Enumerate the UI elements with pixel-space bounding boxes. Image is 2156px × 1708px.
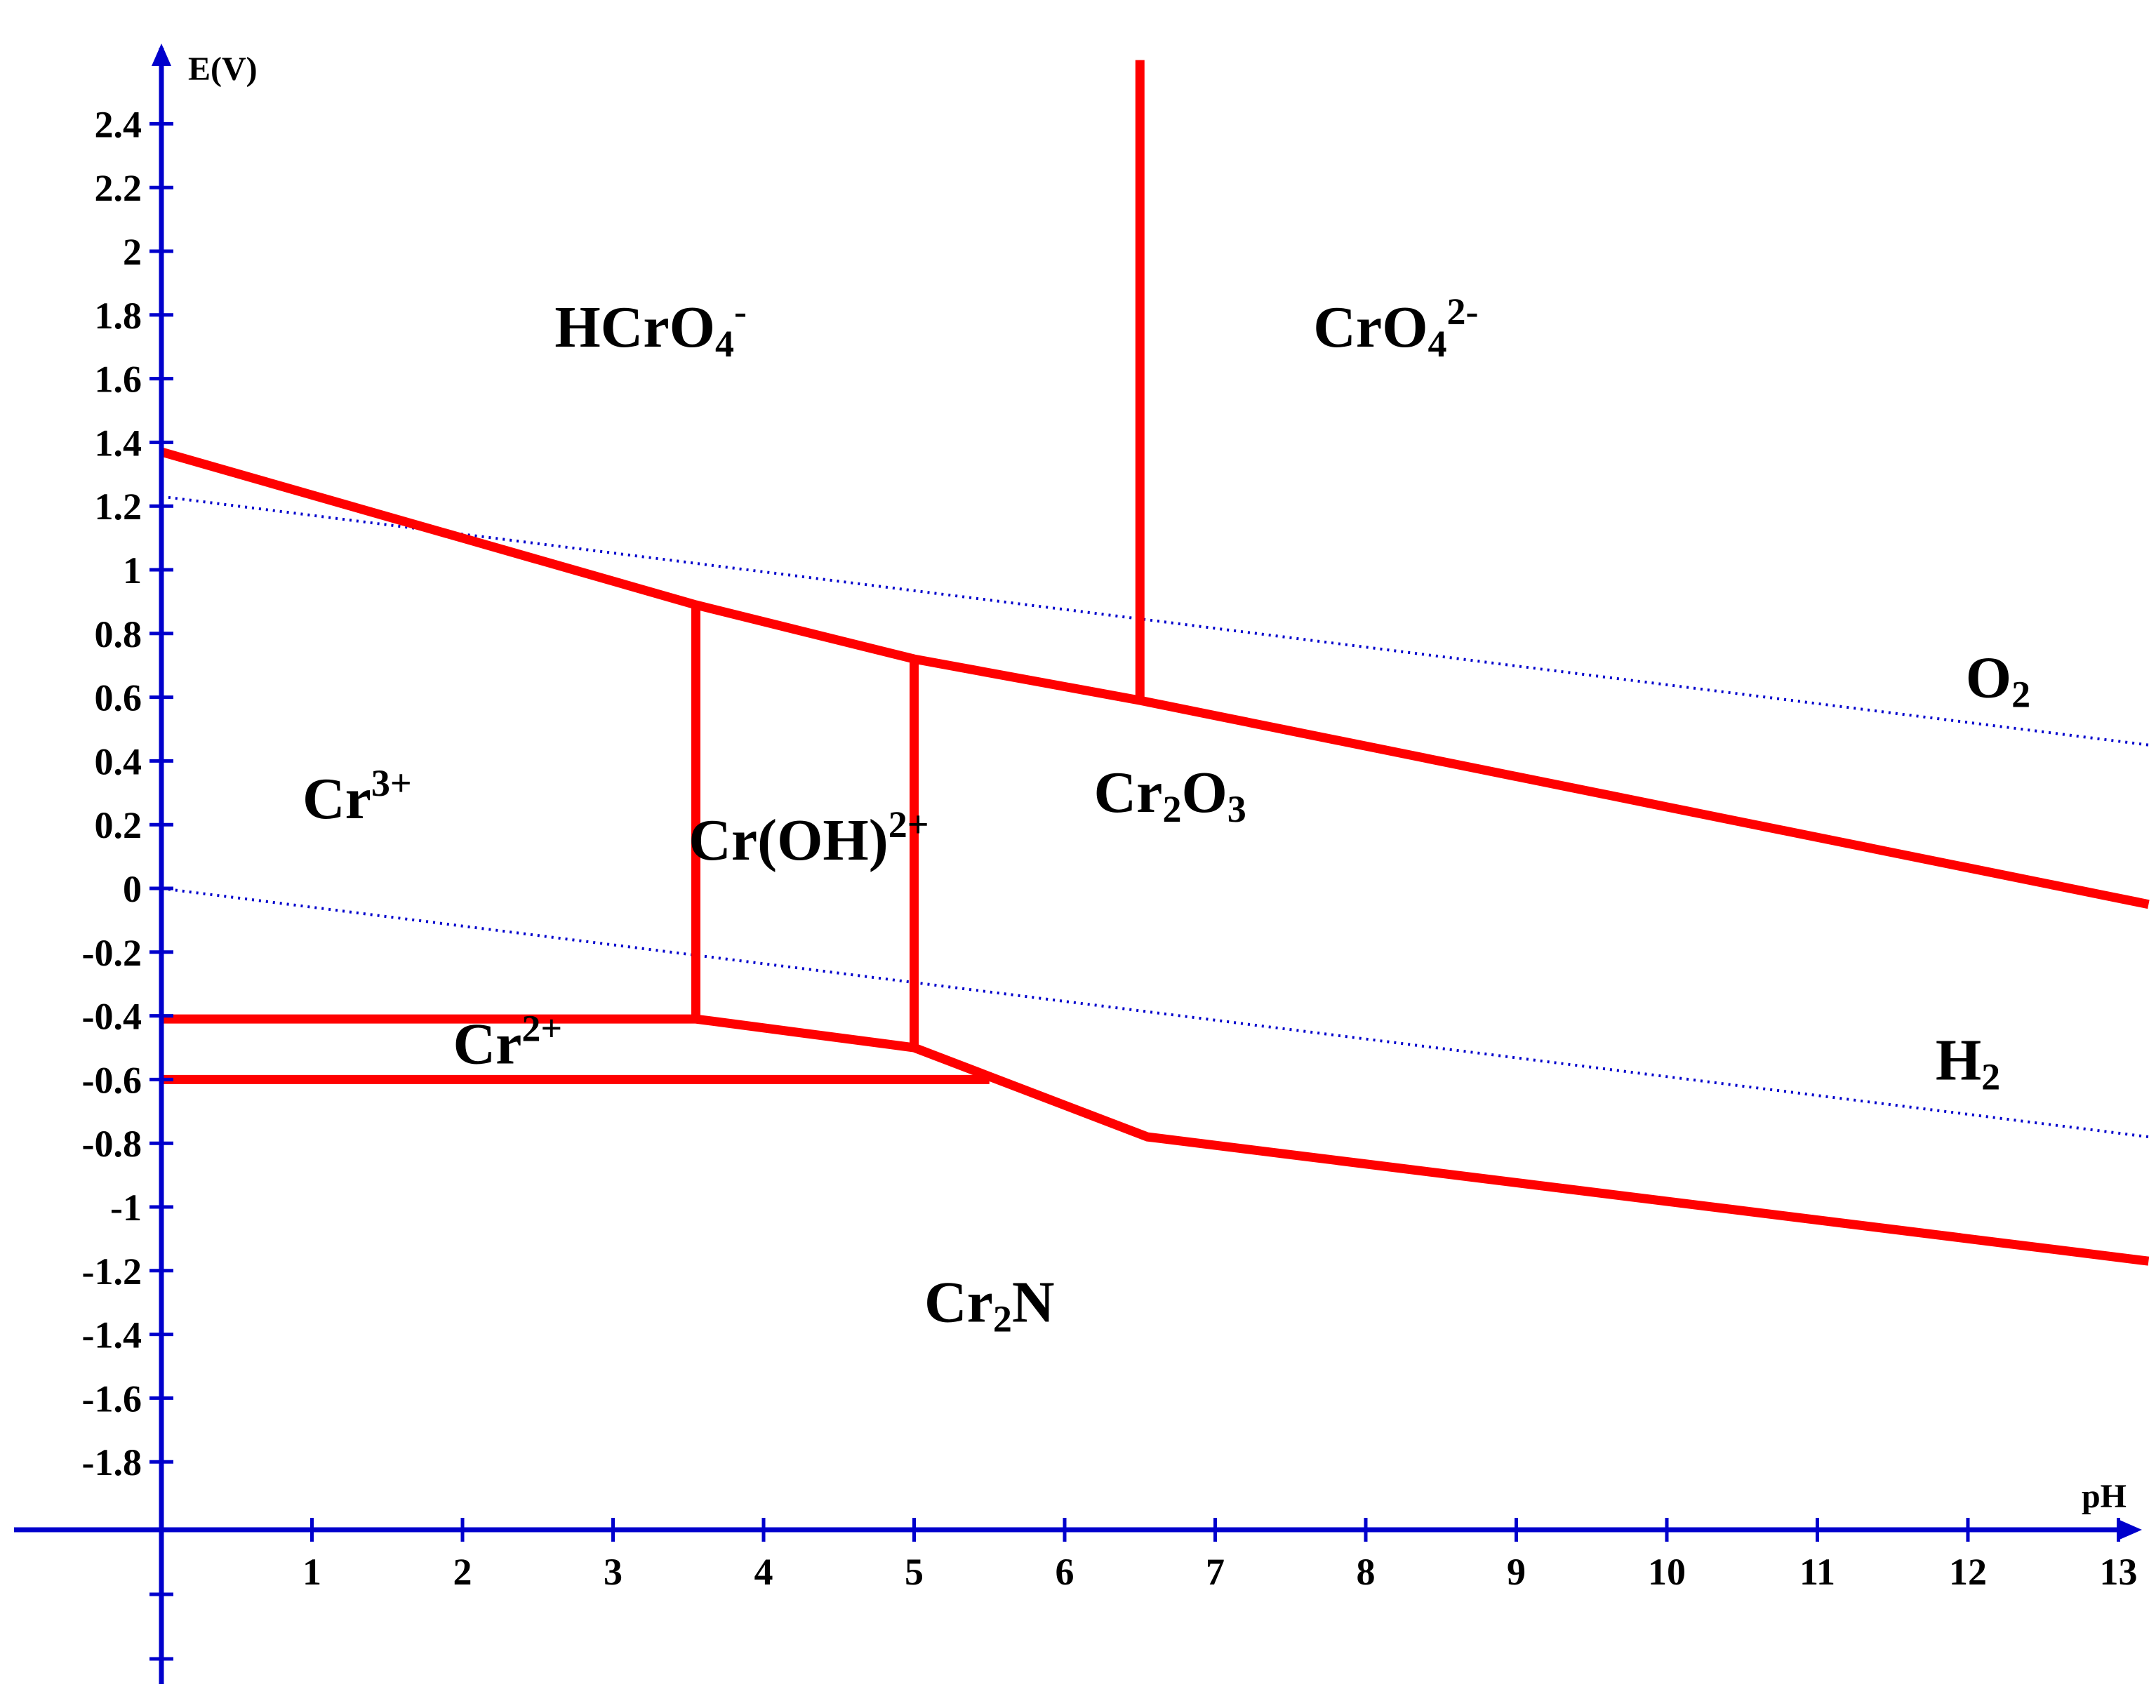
y-tick-label: -1.2: [82, 1250, 142, 1293]
y-tick-label: 1.2: [95, 486, 142, 528]
y-tick-label: 1.4: [95, 422, 142, 464]
y-tick-label: 0.4: [95, 740, 142, 782]
y-tick-label: 0.2: [95, 804, 142, 846]
x-tick-label: 13: [2100, 1551, 2138, 1593]
y-tick-label: -1.6: [82, 1377, 142, 1420]
y-tick-label: 0: [123, 868, 142, 910]
x-tick-label: 8: [1357, 1551, 1376, 1593]
region-label: Cr2O3: [1094, 760, 1246, 830]
x-tick-label: 4: [754, 1551, 773, 1593]
x-tick-label: 5: [905, 1551, 924, 1593]
x-axis-title: pH: [2082, 1478, 2127, 1515]
phase-boundary-line: [160, 447, 2150, 909]
phase-boundaries: [160, 60, 2150, 1266]
y-tick-label: -1.4: [82, 1314, 142, 1356]
y-tick-label: -1.8: [82, 1441, 142, 1483]
x-tick-label: 1: [302, 1551, 321, 1593]
region-label: Cr(OH)2+: [688, 803, 929, 873]
region-label: Cr3+: [302, 762, 412, 832]
x-tick-label: 9: [1507, 1551, 1526, 1593]
y-tick-label: -0.2: [82, 932, 142, 974]
x-tick-label: 6: [1056, 1551, 1074, 1593]
y-axis-title: E(V): [188, 51, 258, 88]
y-tick-label: -0.8: [82, 1123, 142, 1165]
x-tick-label: 11: [1799, 1551, 1835, 1593]
axes: [14, 44, 2142, 1684]
y-tick-label: -0.4: [82, 996, 142, 1038]
y-tick-label: -1: [110, 1187, 142, 1229]
x-tick-label: 10: [1648, 1551, 1686, 1593]
region-label: CrO42-: [1313, 291, 1478, 365]
region-label: Cr2+: [453, 1008, 562, 1077]
x-tick-label: 7: [1206, 1551, 1225, 1593]
x-tick-label: 12: [1949, 1551, 1987, 1593]
region-labels: HCrO4- CrO42- Cr3+ Cr(OH)2+ Cr2O3 Cr2+ Cr2N O2 H…: [302, 291, 2030, 1340]
region-label: O2: [1966, 646, 2030, 716]
y-tick-label: 2.4: [95, 103, 142, 145]
y-tick-label: 0.8: [95, 613, 142, 655]
x-tick-label: 2: [453, 1551, 472, 1593]
y-tick-label: 0.6: [95, 677, 142, 719]
y-tick-label: 2.2: [95, 167, 142, 209]
y-tick-label: 1.8: [95, 295, 142, 337]
tick-marks: 1 2 3 4 5 6 7 8 9 10 11 12 132.42.221.81.61.41.210.8…: [82, 103, 2138, 1593]
y-tick-label: 2: [123, 231, 142, 273]
y-tick-label: 1.6: [95, 359, 142, 401]
x-tick-label: 3: [604, 1551, 623, 1593]
y-axis-arrow: [152, 44, 171, 66]
region-label: H2: [1936, 1027, 2000, 1097]
y-tick-label: -0.6: [82, 1059, 142, 1101]
region-label: Cr2N: [924, 1269, 1055, 1340]
x-axis-arrow: [2120, 1520, 2142, 1540]
y-tick-label: 1: [123, 549, 142, 592]
region-label: HCrO4-: [554, 291, 747, 365]
phase-boundary-line: [161, 1014, 2150, 1266]
